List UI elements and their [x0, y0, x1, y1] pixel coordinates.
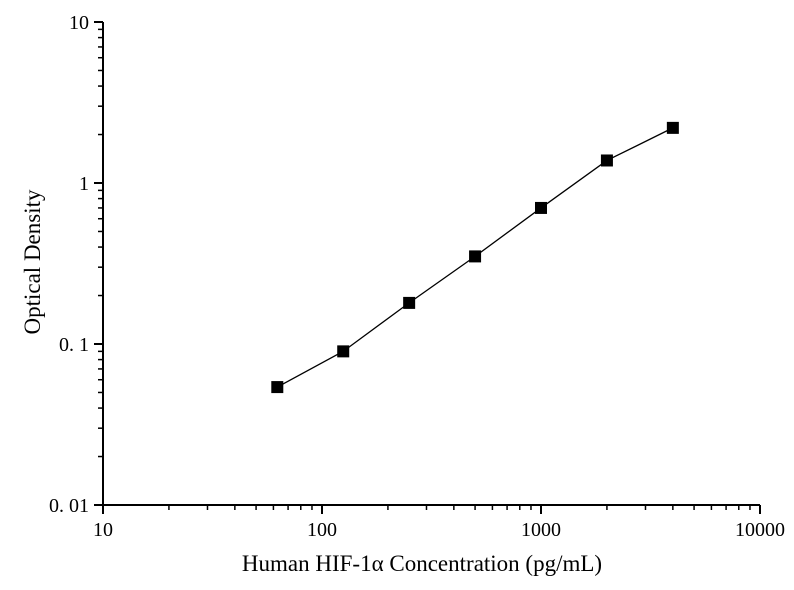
tick-labels-layer: 10 100 1000 10000 0. 01 0. 1 1 10	[49, 12, 785, 541]
data-point-marker	[337, 345, 350, 358]
x-tick-label: 1000	[521, 519, 561, 541]
curve-layer	[271, 121, 679, 394]
data-point-marker	[666, 121, 679, 134]
axes-layer	[102, 22, 760, 506]
y-tick-label: 10	[69, 12, 89, 34]
x-tick-label: 10000	[735, 519, 785, 541]
y-tick-label: 0. 1	[59, 334, 89, 356]
x-tick-label: 100	[307, 519, 337, 541]
data-point-marker	[469, 250, 482, 263]
y-tick-label: 0. 01	[49, 495, 89, 517]
x-axis-title: Human HIF-1α Concentration (pg/mL)	[242, 551, 602, 576]
data-point-marker	[535, 201, 547, 214]
x-tick-label: 10	[93, 519, 113, 541]
ticks-layer	[94, 21, 761, 514]
data-point-marker	[600, 154, 613, 167]
data-point-marker	[271, 381, 284, 394]
data-point-marker	[403, 296, 416, 309]
y-axis-title: Optical Density	[20, 189, 45, 334]
y-tick-label: 1	[79, 173, 89, 195]
